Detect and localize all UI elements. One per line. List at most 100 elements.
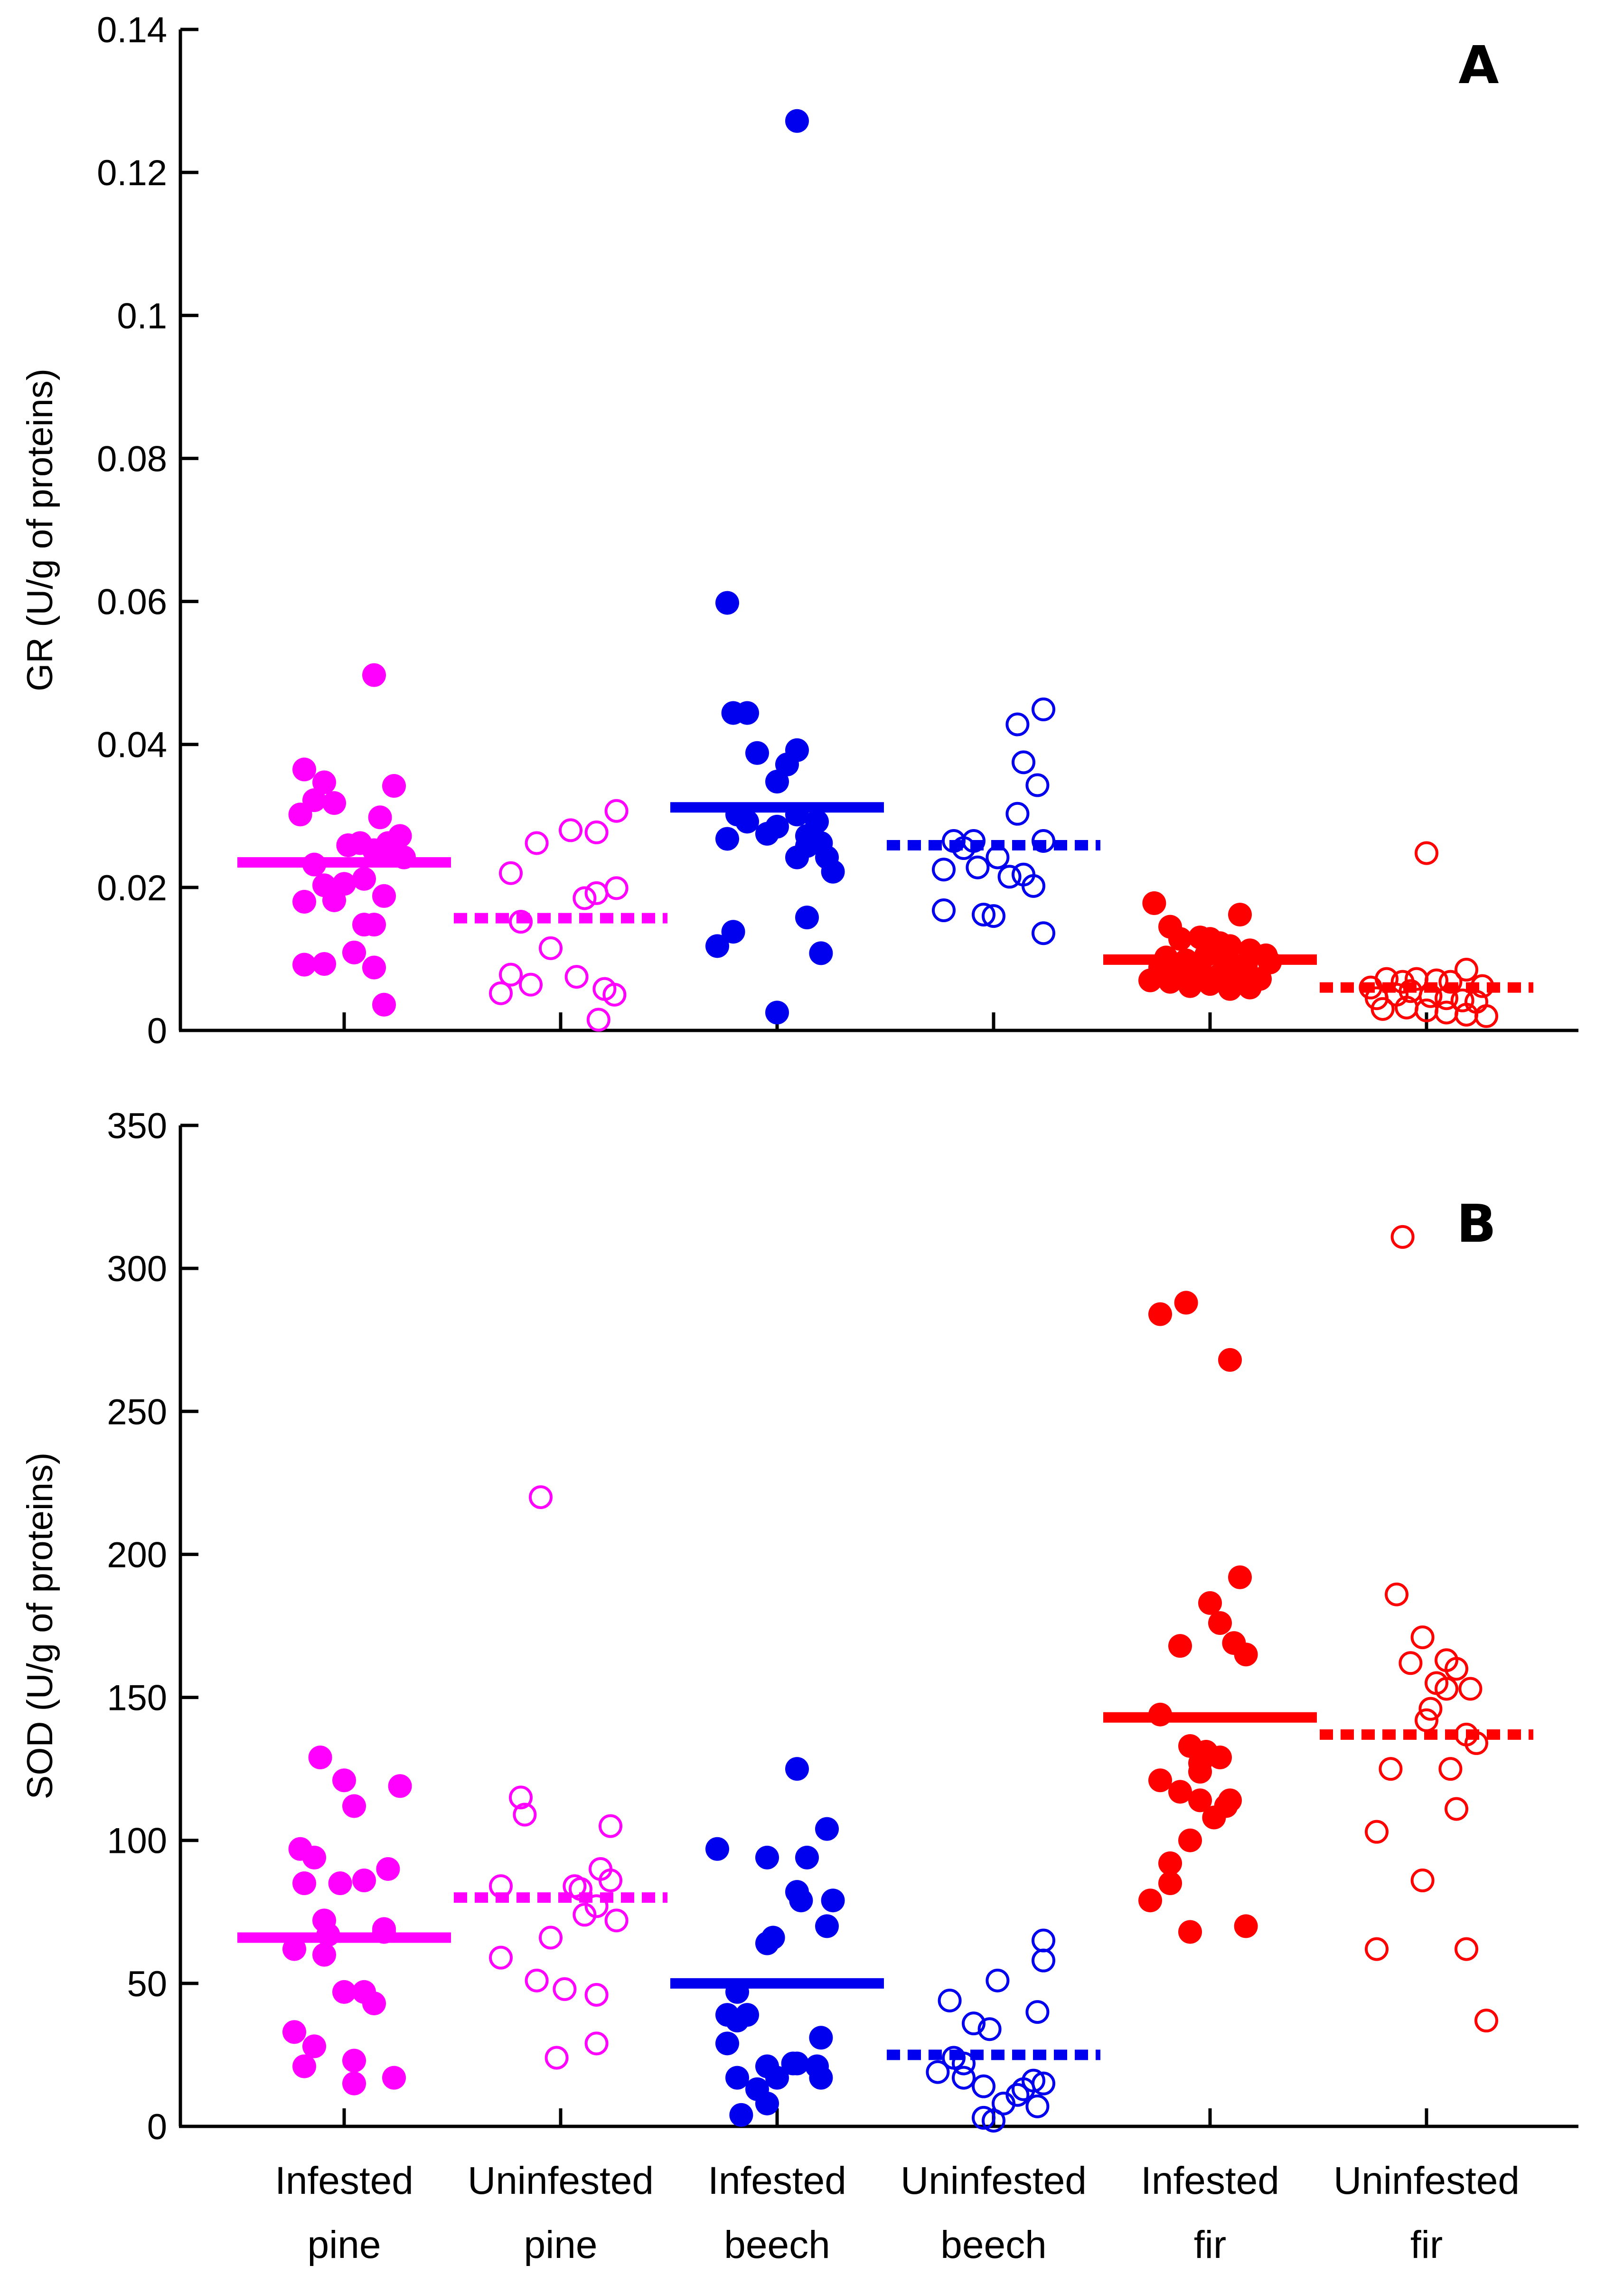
- panel-b-data-point: [1168, 1634, 1192, 1658]
- panel-a-y-tick-label: 0.1: [117, 296, 167, 336]
- panel-b-data-point: [1025, 2000, 1050, 2024]
- panel-b-data-point: [809, 2026, 833, 2050]
- panel-b-data-point: [382, 2066, 406, 2090]
- panel-a-data-point: [972, 903, 995, 927]
- panel-a-data-point: [715, 827, 739, 851]
- panel-b-data-point: [1435, 1648, 1458, 1672]
- panel-a-data-point: [765, 814, 789, 839]
- panel-b-data-point: [809, 2066, 833, 2090]
- panel-a-y-tick-label: 0.06: [97, 582, 167, 623]
- category-label-line1: Infested: [1141, 2159, 1279, 2202]
- panel-b-data-point: [815, 1914, 839, 1938]
- panel-b-data-point: [282, 1937, 306, 1961]
- panel-b-data-point: [539, 1926, 563, 1950]
- panel-b-data-point: [1178, 1920, 1202, 1944]
- panel-b-data-point: [1218, 1348, 1242, 1372]
- category-label-line1: Uninfested: [468, 2159, 654, 2202]
- panel-a-data-point: [292, 757, 316, 782]
- panel-a-data-point: [584, 820, 609, 844]
- panel-b-data-point: [292, 2054, 316, 2078]
- panel-b-data-point: [1365, 1937, 1389, 1961]
- panel-b-data-point: [1174, 1291, 1198, 1315]
- panel-b-data-point: [282, 2020, 306, 2044]
- panel-b-data-point: [489, 1945, 513, 1970]
- category-label-line2: beech: [724, 2223, 830, 2266]
- panel-a-data-point: [809, 941, 833, 965]
- panel-b-data-point: [785, 2051, 809, 2076]
- panel-a-data-point: [765, 770, 789, 794]
- panel-b-data-point: [302, 1845, 326, 1869]
- panel-a-data-point: [372, 838, 396, 862]
- panel-b-data-point: [1178, 1828, 1202, 1852]
- panel-a-data-point: [765, 1001, 789, 1025]
- panel-a-data-point: [745, 741, 769, 765]
- panel-b-data-point: [821, 1888, 845, 1913]
- panel-b-data-point: [599, 1869, 622, 1893]
- panel-a-data-point: [1025, 773, 1050, 797]
- panel-a-data-point: [499, 963, 523, 987]
- panel-b-data-point: [972, 2105, 995, 2130]
- panel-b-data-point: [376, 1857, 400, 1881]
- panel-b-sod: 0 50 100 150 200 250 300 350 SOD (U/g of protein…: [20, 1106, 1578, 2147]
- panel-b-data-point: [1148, 1768, 1172, 1793]
- panel-a-data-point: [382, 774, 406, 798]
- panel-b-y-tick-label: 200: [107, 1535, 167, 1575]
- panel-b-data-point: [553, 1977, 577, 2001]
- panel-a-data-point: [584, 881, 609, 905]
- panel-b-data-point: [952, 2051, 976, 2076]
- panel-b-data-point: [1158, 1851, 1182, 1875]
- panel-b-data-point: [815, 1817, 839, 1841]
- panel-a-data-point: [1005, 802, 1030, 826]
- panel-a-data-point: [1371, 997, 1395, 1021]
- panel-b-data-point: [328, 1871, 352, 1896]
- panel-b-data-point: [1390, 1225, 1415, 1249]
- panel-a-data-point: [1168, 927, 1192, 951]
- panel-b-data-point: [1438, 1757, 1463, 1781]
- panel-a-data-point: [509, 910, 533, 934]
- panel-a-data-point: [821, 859, 845, 884]
- panel-b-data-point: [544, 2046, 569, 2070]
- panel-b-data-point: [1399, 1651, 1423, 1675]
- panel-b-data-point: [1410, 1625, 1435, 1650]
- panel-b-data-point: [982, 2108, 1005, 2133]
- panel-b-data-point: [342, 1794, 366, 1818]
- panel-a-data-point: [1415, 841, 1438, 865]
- panel-b-data-point: [1418, 1697, 1443, 1721]
- panel-a-data-point: [1474, 1004, 1498, 1028]
- panel-b-data-point: [715, 2031, 739, 2056]
- panel-a-y-tick-label: 0.14: [97, 10, 167, 50]
- panel-b-data-point: [1032, 1928, 1055, 1953]
- panel-a-data-point: [372, 884, 396, 908]
- panel-b-data-point: [302, 2034, 326, 2058]
- panel-b-data-point: [1379, 1757, 1403, 1781]
- panel-a-data-point: [519, 972, 543, 997]
- panel-a-y-tick-label: 0.04: [97, 725, 167, 765]
- panel-a-data-point: [1455, 958, 1478, 982]
- panel-a-data-point: [932, 898, 956, 923]
- panel-b-data-point: [705, 1837, 729, 1861]
- panel-b-data-point: [1032, 2071, 1055, 2096]
- panel-b-data-point: [765, 2066, 789, 2090]
- panel-a-data-point: [735, 810, 759, 834]
- panel-a-data-point: [1022, 874, 1045, 898]
- panel-a-data-point: [352, 867, 376, 891]
- panel-a-data-point: [288, 802, 312, 827]
- category-label-line2: fir: [1194, 2223, 1226, 2266]
- category-label-line1: Infested: [708, 2159, 846, 2202]
- panel-a-data-point: [539, 936, 563, 960]
- panel-a-data-point: [1012, 750, 1035, 774]
- panel-b-data-point: [573, 1903, 597, 1927]
- panel-b-data-point: [1198, 1591, 1222, 1615]
- panel-a-data-point: [735, 701, 759, 725]
- panel-b-data-point: [1025, 2094, 1050, 2118]
- panel-b-data-point: [1158, 1871, 1182, 1896]
- panel-a-data-point: [292, 889, 316, 914]
- panel-a-data-point: [292, 953, 316, 977]
- panel-b-y-tick-label: 0: [147, 2107, 167, 2147]
- panel-b-data-point: [789, 1888, 813, 1913]
- panel-a-data-point: [1218, 977, 1242, 1001]
- panel-b-y-tick-label: 300: [107, 1249, 167, 1289]
- panel-a-gr: 0 0.02 0.04 0.06 0.08 0.1 0.12 0.14 GR (U/g of p…: [20, 10, 1578, 1051]
- panel-a-y-tick-label: 0.12: [97, 153, 167, 193]
- panel-a-data-point: [932, 858, 956, 882]
